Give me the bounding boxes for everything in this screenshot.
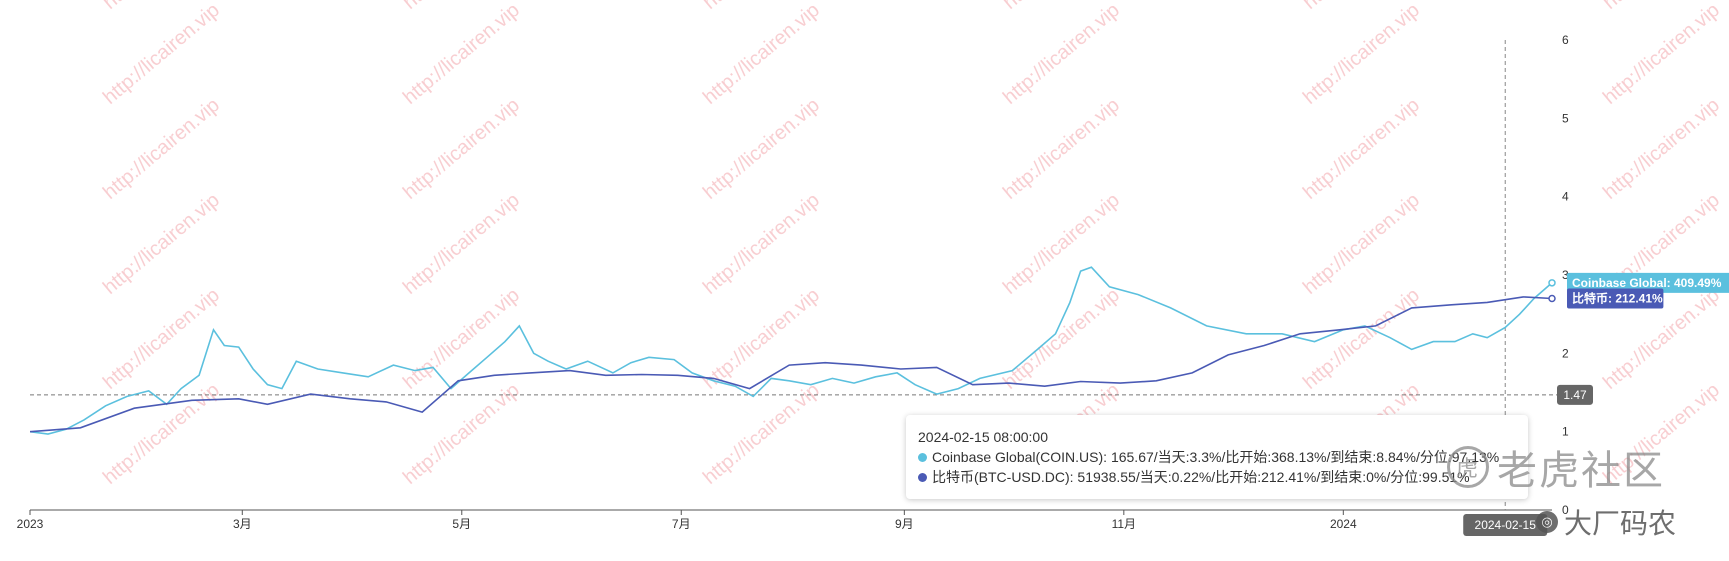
x-tick-label: 2024 — [1330, 517, 1357, 531]
x-tick-label: 2023 — [17, 517, 44, 531]
watermark-text: http://licairen.vip — [99, 379, 224, 489]
x-tick-label: 5月 — [452, 517, 471, 531]
y-tick-label: 4 — [1562, 190, 1569, 204]
watermark-text: http://licairen.vip — [699, 284, 824, 394]
watermark-text: http://licairen.vip — [1599, 94, 1724, 204]
watermark-text: http://licairen.vip — [699, 379, 824, 489]
crosshair-date-badge — [1463, 514, 1548, 536]
y-tick-label: 6 — [1562, 33, 1569, 47]
reference-value-label: 1.47 — [1563, 388, 1587, 402]
tooltip-row-coinbase: Coinbase Global(COIN.US): 165.67/当天:3.3%… — [918, 447, 1516, 467]
y-tick-label: 3 — [1562, 268, 1569, 282]
dachang-logo-icon: ◎ — [1536, 511, 1558, 533]
tooltip-datetime-text: 2024-02-15 08:00:00 — [918, 429, 1048, 445]
watermark-text: http://licairen.vip — [399, 189, 524, 299]
series-line-1 — [30, 296, 1552, 433]
watermark-text: http://licairen.vip — [699, 189, 824, 299]
coinbase-dot-icon — [918, 452, 927, 462]
dachang-manong-logo: ◎ 大厂码农 — [1536, 502, 1676, 542]
x-tick-label: 9月 — [895, 517, 914, 531]
watermark-text: http://licairen.vip — [1299, 284, 1424, 394]
reference-value-badge — [1557, 384, 1593, 405]
series-end-label-badge — [1567, 288, 1664, 309]
watermark-text: http://licairen.vip — [99, 94, 224, 204]
watermark-text: http://licairen.vip — [1299, 94, 1424, 204]
series-end-label-badge — [1567, 272, 1729, 293]
watermark-text: http://licairen.vip — [399, 94, 524, 204]
watermark-text: http://licairen.vip — [999, 284, 1124, 394]
tooltip-datetime: 2024-02-15 08:00:00 — [918, 427, 1516, 447]
watermark-text: http://licairen.vip — [999, 94, 1124, 204]
series-end-label: Coinbase Global: 409.49% — [1572, 276, 1722, 290]
tooltip-bitcoin-text: 比特币(BTC-USD.DC): 51938.55/当天:0.22%/比开始:2… — [932, 469, 1470, 485]
y-tick-label: 5 — [1562, 111, 1569, 125]
tiger-community-text: 老虎社区 — [1497, 448, 1665, 494]
dachang-manong-text: 大厂码农 — [1564, 507, 1677, 540]
series-end-point — [1548, 294, 1556, 303]
watermark-text: http://licairen.vip — [99, 189, 224, 299]
chart-tooltip: 2024-02-15 08:00:00 Coinbase Global(COIN… — [906, 415, 1528, 499]
series-line-0 — [30, 266, 1552, 435]
crosshair-date-label: 2024-02-15 — [1475, 518, 1537, 532]
series-layer — [30, 266, 1556, 435]
series-end-label: 比特币: 212.41% — [1572, 291, 1663, 306]
watermark-text: http://licairen.vip — [699, 0, 824, 109]
watermark-text: http://licairen.vip — [399, 284, 524, 394]
reference-line: 1.47 2024-02-15 — [30, 384, 1593, 536]
x-tick-label: 7月 — [672, 517, 691, 531]
x-tick-label: 11月 — [1112, 517, 1136, 531]
y-tick-label: 1 — [1562, 425, 1569, 439]
watermark-text: http://licairen.vip — [1299, 189, 1424, 299]
axes: 2023 3月 5月 7月 9月 11月 2024 0 1 2 3 4 5 6 — [17, 33, 1569, 531]
tiger-community-logo: 虎 老虎社区 — [1447, 438, 1665, 496]
bitcoin-dot-icon — [918, 472, 927, 482]
watermark-text: http://licairen.vip — [99, 0, 224, 109]
end-labels: Coinbase Global: 409.49%比特币: 212.41% — [1567, 272, 1729, 309]
watermark-text: http://licairen.vip — [1599, 0, 1724, 109]
tiger-logo-icon: 虎 — [1447, 446, 1489, 488]
y-tick-label: 2 — [1562, 346, 1569, 360]
watermark-text: http://licairen.vip — [399, 0, 524, 109]
series-end-point — [1548, 279, 1556, 287]
watermark-text: http://licairen.vip — [999, 0, 1124, 109]
tooltip-coinbase-text: Coinbase Global(COIN.US): 165.67/当天:3.3%… — [932, 449, 1500, 465]
watermark-text: http://licairen.vip — [699, 94, 824, 204]
watermark-text: http://licairen.vip — [1299, 0, 1424, 109]
y-tick-label: 0 — [1562, 503, 1569, 517]
watermark-text: http://licairen.vip — [99, 284, 224, 394]
tooltip-row-bitcoin: 比特币(BTC-USD.DC): 51938.55/当天:0.22%/比开始:2… — [918, 467, 1516, 487]
watermark-text: http://licairen.vip — [399, 379, 524, 489]
x-tick-label: 3月 — [233, 517, 252, 531]
